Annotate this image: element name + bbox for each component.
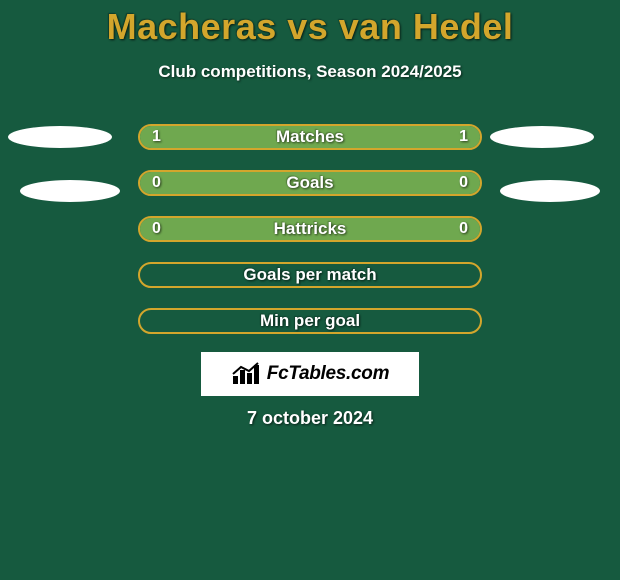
player-placeholder-ellipse xyxy=(490,126,594,148)
stat-label: Hattricks xyxy=(140,218,480,240)
stat-label: Min per goal xyxy=(140,310,480,332)
stat-value-left: 0 xyxy=(152,172,161,194)
stat-value-right: 0 xyxy=(459,172,468,194)
stat-row: Goals0 0 xyxy=(138,170,482,196)
stat-row: Matches1 1 xyxy=(138,124,482,150)
stat-value-left: 0 xyxy=(152,218,161,240)
stat-label: Goals xyxy=(140,172,480,194)
comparison-infographic: Macheras vs van Hedel Club competitions,… xyxy=(0,0,620,580)
stat-value-right: 1 xyxy=(459,126,468,148)
brand-badge[interactable]: FcTables.com xyxy=(201,352,419,396)
stat-label: Matches xyxy=(140,126,480,148)
stat-label: Goals per match xyxy=(140,264,480,286)
stat-row: Goals per match xyxy=(138,262,482,288)
stat-value-right: 0 xyxy=(459,218,468,240)
player-placeholder-ellipse xyxy=(20,180,120,202)
stat-row: Hattricks0 0 xyxy=(138,216,482,242)
bar-chart-icon xyxy=(231,362,261,386)
stat-value-left: 1 xyxy=(152,126,161,148)
page-title: Macheras vs van Hedel xyxy=(0,6,620,48)
player-placeholder-ellipse xyxy=(500,180,600,202)
player-placeholder-ellipse xyxy=(8,126,112,148)
brand-text: FcTables.com xyxy=(267,363,389,385)
date: 7 october 2024 xyxy=(0,408,620,429)
subtitle: Club competitions, Season 2024/2025 xyxy=(0,62,620,82)
stat-row: Min per goal xyxy=(138,308,482,334)
stat-rows: Matches11Goals00Hattricks00Goals per mat… xyxy=(138,124,482,354)
